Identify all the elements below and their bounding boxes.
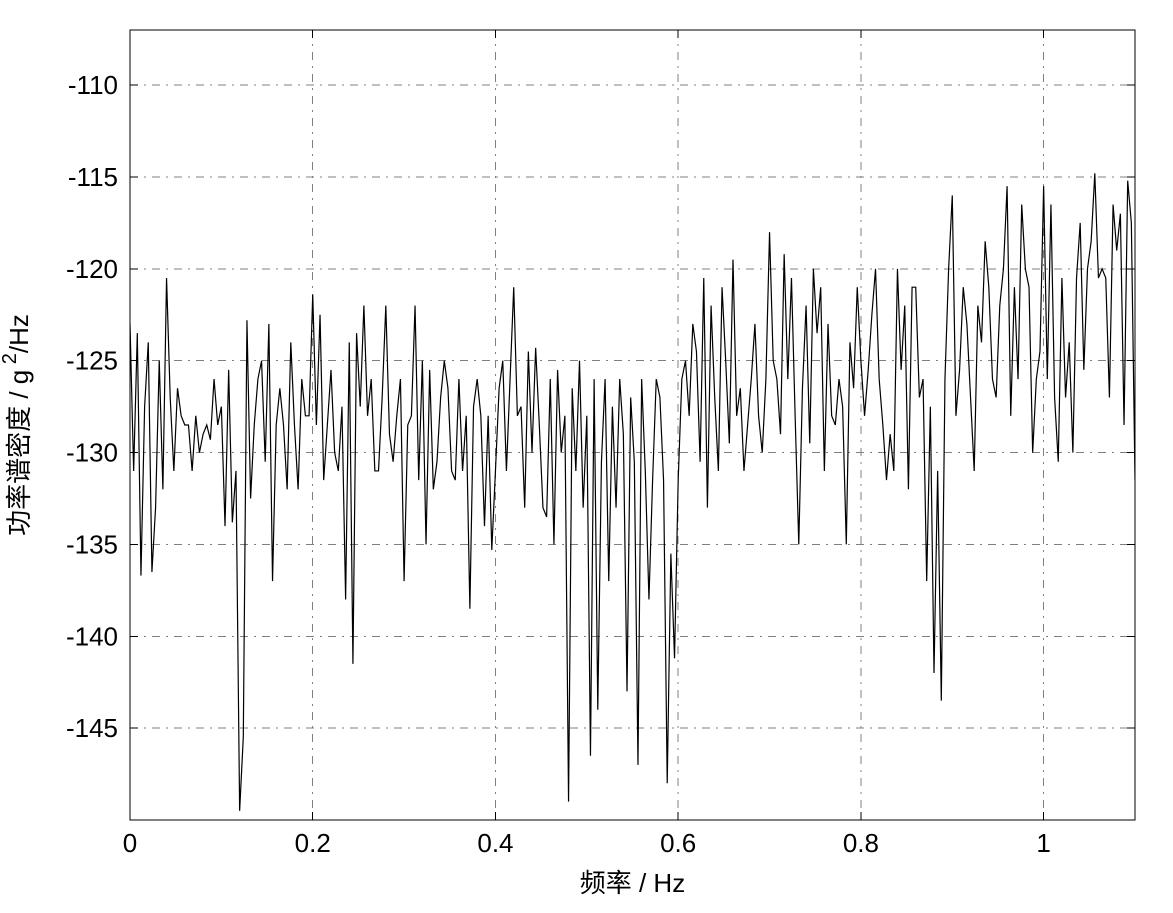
y-axis-label: 功率谱密度 / g 2/Hz xyxy=(0,314,34,536)
x-tick-label: 0 xyxy=(123,828,137,858)
y-tick-label: -120 xyxy=(66,254,118,284)
series-psd xyxy=(130,173,1135,811)
x-axis-label: 频率 / Hz xyxy=(580,868,685,898)
x-tick-label: 0.2 xyxy=(295,828,331,858)
y-tick-label: -145 xyxy=(66,713,118,743)
y-tick-label: -125 xyxy=(66,346,118,376)
y-tick-label: -130 xyxy=(66,438,118,468)
y-tick-label: -135 xyxy=(66,529,118,559)
x-tick-label: 1 xyxy=(1036,828,1050,858)
y-tick-label: -115 xyxy=(68,162,118,192)
y-tick-label: -140 xyxy=(66,621,118,651)
x-tick-label: 0.6 xyxy=(660,828,696,858)
y-tick-label: -110 xyxy=(68,70,118,100)
psd-chart: 0 0.2 0.4 0.6 0.8 1 -145 -140 -135 -130 -125 -120 -… xyxy=(0,0,1173,913)
x-tick-label: 0.8 xyxy=(843,828,879,858)
x-tick-label: 0.4 xyxy=(477,828,513,858)
